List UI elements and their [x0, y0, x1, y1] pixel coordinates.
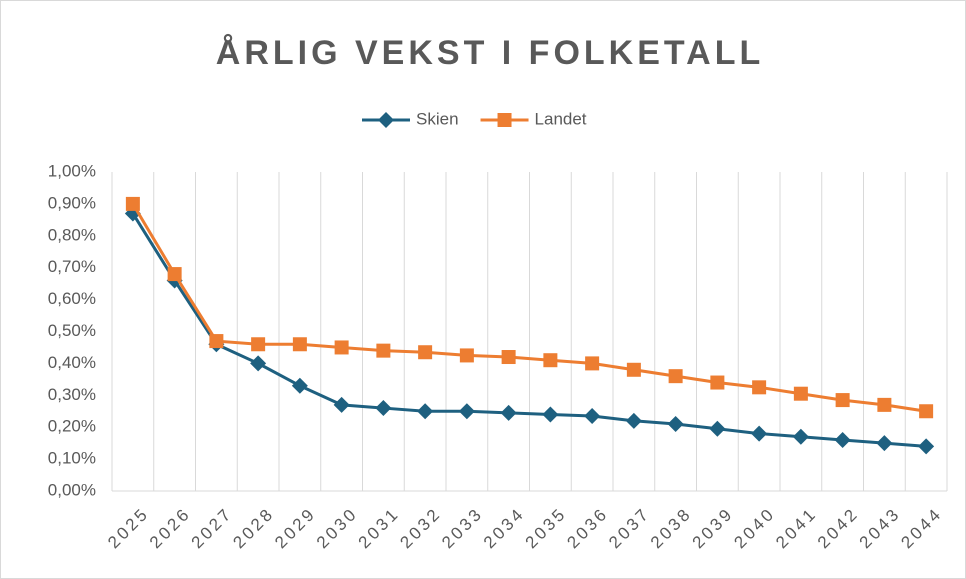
legend-label: Landet: [535, 109, 587, 128]
marker: [209, 334, 224, 349]
marker: [167, 267, 182, 282]
marker: [334, 340, 349, 355]
y-tick-label: 0,20%: [48, 417, 96, 436]
marker: [501, 350, 516, 365]
legend-label: Skien: [416, 109, 459, 128]
marker: [497, 113, 512, 127]
marker: [500, 404, 517, 421]
marker: [250, 355, 267, 372]
marker: [919, 404, 934, 419]
y-tick-label: 1,00%: [48, 161, 96, 180]
y-tick-label: 0,10%: [48, 449, 96, 468]
marker: [877, 397, 892, 412]
marker: [625, 412, 642, 429]
y-tick-label: 0,40%: [48, 353, 96, 372]
marker: [418, 345, 433, 360]
marker: [542, 406, 559, 423]
marker: [835, 393, 850, 408]
marker: [667, 416, 684, 433]
marker: [585, 356, 600, 371]
marker: [710, 375, 725, 390]
y-tick-label: 0,80%: [48, 225, 96, 244]
marker: [376, 343, 391, 358]
marker: [792, 428, 809, 445]
marker: [751, 425, 768, 442]
chart-title: ÅRLIG VEKST I FOLKETALL: [216, 34, 764, 72]
y-tick-label: 0,30%: [48, 385, 96, 404]
marker: [459, 348, 474, 363]
marker: [292, 337, 307, 352]
marker: [417, 403, 434, 420]
marker: [291, 377, 308, 394]
marker: [584, 408, 601, 425]
marker: [543, 353, 558, 368]
marker: [375, 400, 392, 417]
y-tick-label: 0,70%: [48, 257, 96, 276]
marker: [251, 337, 266, 352]
y-tick-label: 0,90%: [48, 193, 96, 212]
marker: [834, 431, 851, 448]
marker: [378, 112, 394, 128]
marker: [668, 369, 683, 384]
marker: [333, 396, 350, 413]
y-tick-label: 0,60%: [48, 289, 96, 308]
marker: [752, 380, 767, 395]
marker: [793, 386, 808, 401]
marker: [458, 403, 475, 420]
marker: [626, 362, 641, 377]
y-tick-label: 0,50%: [48, 321, 96, 340]
y-tick-label: 0,00%: [48, 480, 96, 499]
marker: [876, 435, 893, 452]
marker: [918, 438, 935, 455]
marker: [125, 196, 140, 211]
marker: [709, 420, 726, 437]
